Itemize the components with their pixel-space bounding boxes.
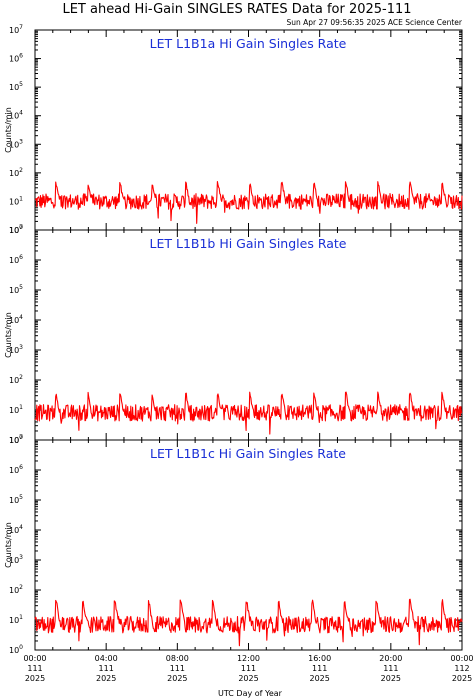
y-tick-label: 104: [9, 314, 23, 325]
timestamp: Sun Apr 27 09:56:35 2025 ACE Science Cen…: [286, 18, 462, 27]
rate-trace: [34, 598, 463, 647]
y-tick-label: 107: [9, 434, 23, 445]
x-tick-label: 16:00: [308, 654, 331, 663]
y-tick-label: 106: [9, 254, 23, 265]
y-tick-label: 102: [9, 374, 23, 385]
y-tick-label: 103: [9, 344, 23, 355]
y-tick-label: 103: [9, 554, 23, 565]
y-tick-label: 104: [9, 524, 23, 535]
x-tick-label: 111: [383, 664, 398, 673]
y-tick-label: 100: [9, 434, 23, 445]
x-tick-label: 111: [27, 664, 42, 673]
x-tick-label: 111: [312, 664, 327, 673]
y-tick-label: 107: [9, 24, 23, 35]
y-tick-label: 105: [9, 284, 23, 295]
x-tick-label: 08:00: [166, 654, 189, 663]
y-axis-label: Counts/min: [4, 312, 13, 358]
y-tick-label: 105: [9, 81, 23, 92]
x-tick-label: 2025: [167, 674, 187, 683]
x-tick-label: 2025: [238, 674, 258, 683]
y-axis-label: Counts/min: [4, 522, 13, 568]
x-axis-label: UTC Day of Year: [218, 689, 283, 698]
panel-title: LET L1B1a Hi Gain Singles Rate: [150, 36, 347, 51]
chart-panel-1: 100 101 102 103 104 105 106 107 LET L1B1a Hi Gai…: [4, 24, 463, 235]
x-tick-label: 111: [99, 664, 114, 673]
y-tick-label: 105: [9, 494, 23, 505]
x-tick-label: 2025: [309, 674, 329, 683]
figure-title: LET ahead Hi-Gain SINGLES RATES Data for…: [62, 2, 411, 17]
y-tick-label: 103: [9, 138, 23, 149]
y-tick-label: 100: [9, 644, 23, 655]
y-tick-label: 102: [9, 584, 23, 595]
x-tick-label: 2025: [381, 674, 401, 683]
x-tick-label: 00:00: [23, 654, 46, 663]
y-axis-label: Counts/min: [4, 107, 13, 153]
x-tick-label: 04:00: [95, 654, 118, 663]
x-tick-label: 2025: [25, 674, 45, 683]
y-tick-label: 101: [9, 614, 23, 625]
y-tick-label: 107: [9, 224, 23, 235]
y-tick-label: 106: [9, 464, 23, 475]
chart-panel-3: 100 101 102 103 104 105 106 107 LET L1B1c Hi Gai…: [4, 434, 463, 655]
x-tick-label: 20:00: [379, 654, 402, 663]
x-tick-label: 00:00: [450, 654, 473, 663]
y-tick-label: 104: [9, 110, 23, 121]
y-tick-label: 101: [9, 195, 23, 206]
y-tick-label: 102: [9, 167, 23, 178]
rate-trace: [34, 181, 463, 224]
rate-trace: [34, 391, 463, 435]
y-tick-label: 106: [9, 53, 23, 64]
y-tick-label: 100: [9, 224, 23, 235]
x-tick-label: 12:00: [237, 654, 260, 663]
plot-frame: [34, 439, 463, 651]
panel-title: LET L1B1c Hi Gain Singles Rate: [150, 446, 346, 461]
chart-panel-2: 100 101 102 103 104 105 106 107 LET L1B1b Hi Gai…: [4, 224, 463, 445]
x-tick-label: 2025: [452, 674, 472, 683]
x-tick-label: 111: [241, 664, 256, 673]
y-tick-label: 101: [9, 404, 23, 415]
x-tick-label: 111: [170, 664, 185, 673]
x-tick-label: 112: [454, 664, 469, 673]
panel-title: LET L1B1b Hi Gain Singles Rate: [150, 236, 347, 251]
x-tick-label: 2025: [96, 674, 116, 683]
